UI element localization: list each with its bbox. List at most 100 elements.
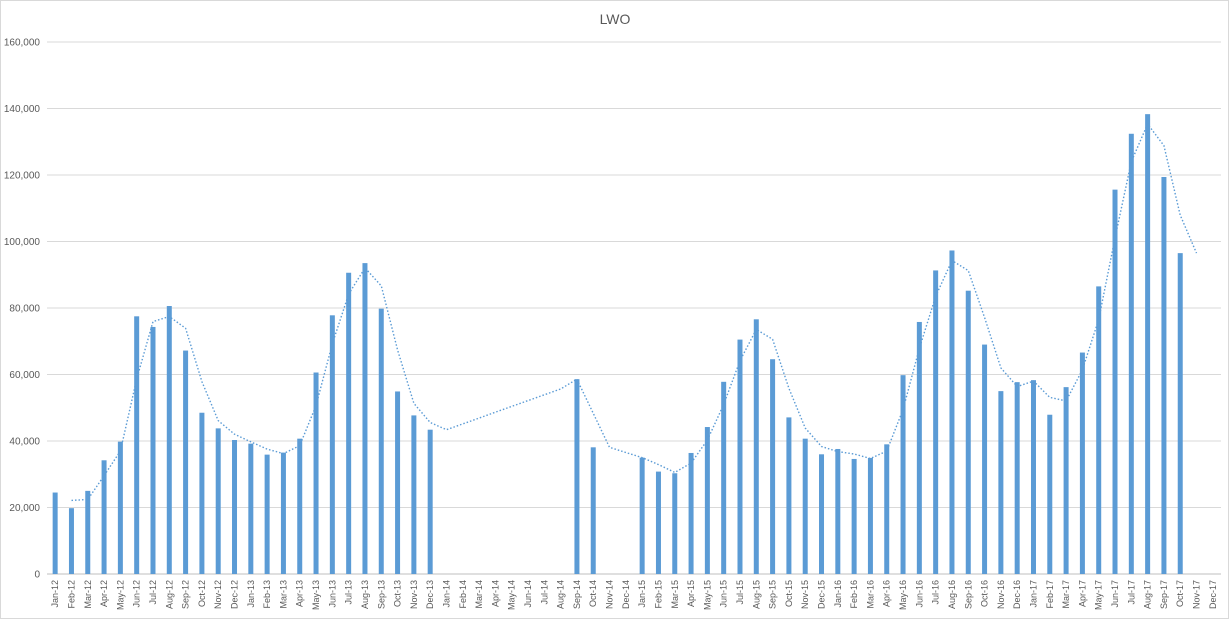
- x-tick-label: Dec-14: [621, 580, 631, 609]
- x-tick-label: Jan-13: [246, 580, 256, 608]
- chart-title: LWO: [600, 11, 631, 27]
- bar: [199, 412, 205, 574]
- x-tick-label: Sep-14: [572, 580, 582, 609]
- bar: [916, 321, 922, 574]
- bar: [1112, 189, 1118, 574]
- bar: [280, 452, 286, 574]
- x-tick-label: Oct-16: [980, 580, 990, 607]
- trend-series: [71, 122, 1198, 502]
- x-tick-label: Aug-17: [1143, 580, 1153, 609]
- bar: [737, 339, 743, 574]
- x-tick-label: Sep-13: [376, 580, 386, 609]
- x-tick-label: Nov-16: [996, 580, 1006, 609]
- bar: [150, 326, 156, 574]
- bar: [134, 316, 140, 574]
- bar: [770, 359, 776, 574]
- bar: [998, 391, 1004, 574]
- bar: [1161, 176, 1167, 574]
- x-tick-label: Sep-12: [181, 580, 191, 609]
- bar: [52, 492, 58, 574]
- x-tick-label: Jun-13: [327, 580, 337, 608]
- x-tick-label: Jun-12: [132, 580, 142, 608]
- x-tick-label: Mar-15: [670, 580, 680, 609]
- x-tick-label: Feb-14: [458, 580, 468, 609]
- x-tick-label: Aug-13: [360, 580, 370, 609]
- bar: [1030, 380, 1036, 574]
- bar: [215, 428, 221, 574]
- x-tick-label: Feb-12: [66, 580, 76, 609]
- x-tick-label: Dec-16: [1012, 580, 1022, 609]
- bar: [427, 429, 433, 574]
- x-tick-label: Jul-15: [735, 580, 745, 605]
- bar: [672, 473, 678, 574]
- x-tick-label: Aug-16: [947, 580, 957, 609]
- trend-line: [71, 122, 1198, 502]
- bar: [639, 457, 645, 574]
- y-tick-label: 40,000: [9, 437, 40, 448]
- x-tick-label: Aug-14: [556, 580, 566, 609]
- bar: [1014, 382, 1020, 574]
- x-tick-label: Feb-15: [653, 580, 663, 609]
- x-tick-label: Mar-13: [278, 580, 288, 609]
- y-tick-label: 100,000: [4, 237, 41, 248]
- x-tick-label: Jul-12: [148, 580, 158, 605]
- bar: [1096, 286, 1102, 574]
- x-tick-label: Mar-14: [474, 580, 484, 609]
- x-tick-label: Jun-14: [523, 580, 533, 608]
- x-tick-label: Nov-13: [409, 580, 419, 609]
- x-tick-label: Mar-12: [83, 580, 93, 609]
- bar: [949, 250, 955, 575]
- bar: [101, 460, 107, 574]
- x-tick-label: Apr-15: [686, 580, 696, 607]
- bar: [329, 315, 335, 574]
- x-tick-label: Dec-13: [425, 580, 435, 609]
- y-tick-label: 20,000: [9, 503, 40, 514]
- x-tick-label: Jan-16: [833, 580, 843, 608]
- x-tick-label: May-14: [507, 580, 517, 610]
- x-tick-label: Oct-14: [588, 580, 598, 607]
- x-tick-label: May-15: [702, 580, 712, 610]
- bar: [362, 263, 368, 574]
- bar: [1145, 114, 1151, 574]
- bar: [933, 270, 939, 574]
- x-tick-label: Dec-12: [230, 580, 240, 609]
- y-tick-label: 80,000: [9, 304, 40, 315]
- x-tick-label: Sep-17: [1159, 580, 1169, 609]
- x-tick-label: Sep-15: [768, 580, 778, 609]
- bar: [313, 372, 319, 574]
- x-tick-label: Jul-16: [931, 580, 941, 605]
- x-tick-label: Apr-16: [882, 580, 892, 607]
- y-tick-label: 160,000: [4, 38, 41, 49]
- x-tick-label: Apr-13: [295, 580, 305, 607]
- bar: [900, 375, 906, 574]
- bar: [655, 471, 661, 574]
- x-tick-label: Oct-13: [393, 580, 403, 607]
- x-tick-label: May-17: [1094, 580, 1104, 610]
- y-tick-label: 140,000: [4, 104, 41, 115]
- x-tick-label: Jan-15: [637, 580, 647, 608]
- x-tick-label: Jun-17: [1110, 580, 1120, 608]
- bar: [574, 379, 580, 574]
- x-tick-label: May-12: [115, 580, 125, 610]
- x-axis: Jan-12 Feb-12 Mar-12 Apr-12 May-12 Jun-12 Jul-…: [50, 580, 1218, 610]
- bar: [1063, 387, 1069, 574]
- bar: [753, 319, 759, 574]
- x-tick-label: Mar-16: [865, 580, 875, 609]
- x-tick-label: Jun-16: [914, 580, 924, 608]
- bar: [1079, 352, 1085, 574]
- bar: [704, 427, 710, 574]
- bar: [819, 454, 825, 574]
- bar: [1177, 253, 1183, 574]
- y-tick-label: 60,000: [9, 370, 40, 381]
- x-tick-label: Oct-17: [1175, 580, 1185, 607]
- bar: [965, 290, 971, 574]
- x-tick-label: May-13: [311, 580, 321, 610]
- x-tick-label: Nov-17: [1192, 580, 1202, 609]
- x-tick-label: Jul-17: [1126, 580, 1136, 605]
- x-tick-label: Oct-15: [784, 580, 794, 607]
- x-tick-label: May-16: [898, 580, 908, 610]
- bar: [721, 381, 727, 574]
- x-tick-label: Apr-17: [1077, 580, 1087, 607]
